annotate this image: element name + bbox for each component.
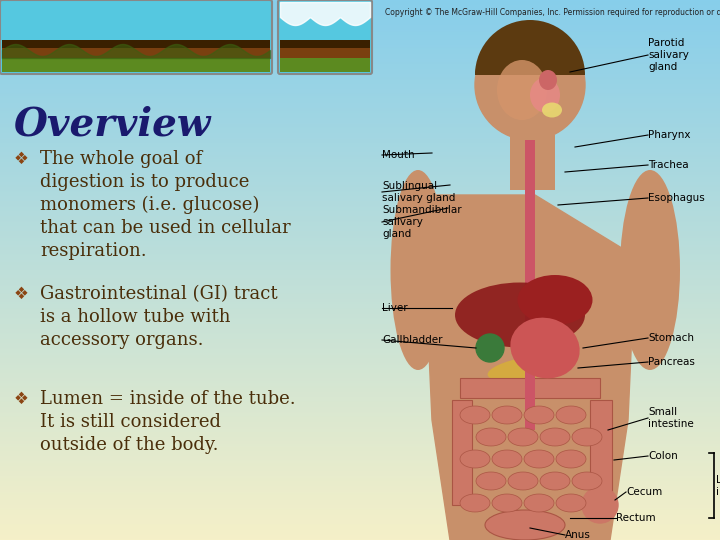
Bar	[2, 40, 270, 48]
Bar	[280, 58, 370, 72]
Text: Overview: Overview	[14, 105, 212, 143]
Wedge shape	[475, 50, 525, 75]
Text: ❖: ❖	[14, 390, 29, 408]
Ellipse shape	[476, 472, 506, 490]
Ellipse shape	[455, 282, 585, 348]
Wedge shape	[475, 20, 585, 75]
Ellipse shape	[390, 170, 446, 370]
Text: Trachea: Trachea	[648, 160, 688, 170]
Ellipse shape	[620, 170, 680, 370]
FancyBboxPatch shape	[0, 0, 272, 74]
Bar	[2, 48, 270, 58]
Ellipse shape	[572, 428, 602, 446]
Text: Liver: Liver	[382, 303, 408, 313]
Text: Pharynx: Pharynx	[648, 130, 690, 140]
Bar	[452, 400, 472, 505]
Ellipse shape	[539, 70, 557, 90]
FancyBboxPatch shape	[278, 0, 372, 74]
Text: Pancreas: Pancreas	[648, 357, 695, 367]
Ellipse shape	[460, 406, 490, 424]
Polygon shape	[428, 195, 632, 540]
Text: Gastrointestinal (GI) tract
is a hollow tube with
accessory organs.: Gastrointestinal (GI) tract is a hollow …	[40, 285, 278, 349]
Bar	[280, 48, 370, 58]
Text: Parotid
salivary
gland: Parotid salivary gland	[648, 38, 689, 72]
Ellipse shape	[492, 494, 522, 512]
Text: Gallbladder: Gallbladder	[382, 335, 443, 345]
Text: Mouth: Mouth	[382, 150, 415, 160]
Bar	[590, 400, 612, 510]
Ellipse shape	[508, 472, 538, 490]
Text: ❖: ❖	[14, 285, 29, 303]
Ellipse shape	[492, 406, 522, 424]
Text: Large
intestine: Large intestine	[716, 475, 720, 497]
Text: Cecum: Cecum	[626, 487, 662, 497]
Ellipse shape	[524, 450, 554, 468]
Ellipse shape	[540, 428, 570, 446]
Ellipse shape	[530, 78, 560, 112]
Ellipse shape	[510, 318, 580, 379]
Ellipse shape	[524, 406, 554, 424]
Bar	[525, 140, 535, 430]
Ellipse shape	[460, 450, 490, 468]
Ellipse shape	[460, 494, 490, 512]
Ellipse shape	[476, 428, 506, 446]
Circle shape	[582, 487, 618, 523]
Ellipse shape	[485, 510, 565, 540]
Text: ❖: ❖	[14, 150, 29, 168]
Text: Submandibular
salivary
gland: Submandibular salivary gland	[382, 205, 462, 239]
Ellipse shape	[556, 450, 586, 468]
Text: Stomach: Stomach	[648, 333, 694, 343]
Bar	[2, 58, 270, 72]
Bar	[460, 378, 600, 398]
Ellipse shape	[556, 406, 586, 424]
Text: Colon: Colon	[648, 451, 678, 461]
Text: The whole goal of
digestion is to produce
monomers (i.e. glucose)
that can be us: The whole goal of digestion is to produc…	[40, 150, 291, 260]
Ellipse shape	[542, 103, 562, 118]
Ellipse shape	[540, 472, 570, 490]
Circle shape	[476, 334, 504, 362]
Ellipse shape	[487, 355, 567, 381]
Ellipse shape	[518, 275, 593, 325]
Bar	[510, 135, 555, 190]
Ellipse shape	[556, 494, 586, 512]
Text: Rectum: Rectum	[616, 513, 656, 523]
Text: Lumen = inside of the tube.
It is still considered
outside of the body.: Lumen = inside of the tube. It is still …	[40, 390, 296, 454]
Text: Sublingual
salivary gland: Sublingual salivary gland	[382, 181, 455, 203]
Ellipse shape	[572, 472, 602, 490]
Text: Anus: Anus	[565, 530, 591, 540]
Ellipse shape	[524, 494, 554, 512]
Text: Esophagus: Esophagus	[648, 193, 705, 203]
Ellipse shape	[508, 428, 538, 446]
Bar	[280, 40, 370, 48]
Ellipse shape	[497, 60, 547, 120]
Text: Small
intestine: Small intestine	[648, 407, 694, 429]
Text: Copyright © The McGraw-Hill Companies, Inc. Permission required for reproduction: Copyright © The McGraw-Hill Companies, I…	[385, 8, 720, 17]
Ellipse shape	[492, 450, 522, 468]
Circle shape	[475, 30, 585, 140]
